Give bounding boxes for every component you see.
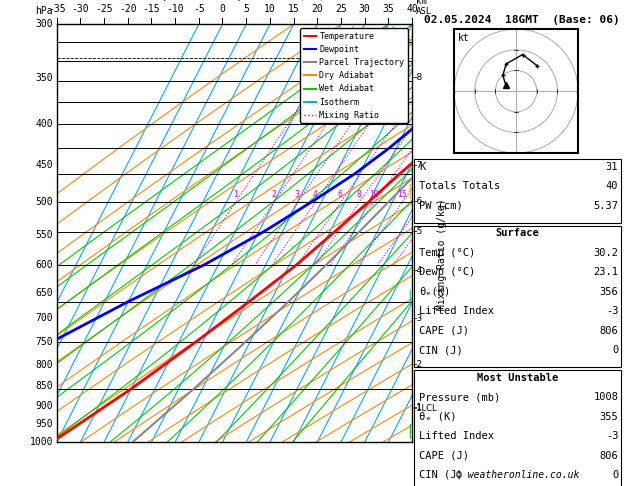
Text: 900: 900 — [35, 400, 53, 411]
Text: CIN (J): CIN (J) — [419, 470, 463, 480]
Text: 450: 450 — [35, 160, 53, 170]
Text: |: | — [408, 184, 412, 198]
Text: 0: 0 — [220, 4, 225, 14]
Text: 800: 800 — [35, 360, 53, 370]
Text: © weatheronline.co.uk: © weatheronline.co.uk — [456, 470, 579, 480]
Text: 4: 4 — [313, 190, 317, 199]
Text: |: | — [408, 424, 412, 438]
Text: -25: -25 — [95, 4, 113, 14]
Text: Mixing Ratio (g/kg): Mixing Ratio (g/kg) — [437, 198, 447, 310]
Text: CIN (J): CIN (J) — [419, 345, 463, 355]
Text: 10: 10 — [369, 190, 379, 199]
Text: 25: 25 — [335, 4, 347, 14]
Text: –7: –7 — [413, 160, 423, 170]
Text: 300: 300 — [35, 19, 53, 29]
Text: –1LCL: –1LCL — [413, 404, 437, 413]
Text: 30: 30 — [359, 4, 370, 14]
Text: 40: 40 — [606, 181, 618, 191]
Text: 0: 0 — [612, 345, 618, 355]
Text: 02.05.2024  18GMT  (Base: 06): 02.05.2024 18GMT (Base: 06) — [424, 15, 620, 25]
Text: 20: 20 — [311, 4, 323, 14]
Text: hPa: hPa — [35, 6, 53, 16]
Text: 30.2: 30.2 — [593, 248, 618, 258]
Text: 950: 950 — [35, 419, 53, 430]
Text: PW (cm): PW (cm) — [419, 201, 463, 211]
Text: Pressure (mb): Pressure (mb) — [419, 392, 500, 402]
Legend: Temperature, Dewpoint, Parcel Trajectory, Dry Adiabat, Wet Adiabat, Isotherm, Mi: Temperature, Dewpoint, Parcel Trajectory… — [300, 29, 408, 123]
Text: 355: 355 — [599, 412, 618, 422]
Text: –5: –5 — [413, 227, 423, 236]
Text: 15: 15 — [397, 190, 406, 199]
Text: -3: -3 — [606, 306, 618, 316]
Text: –2: –2 — [413, 360, 423, 369]
Text: -15: -15 — [143, 4, 160, 14]
Text: 31: 31 — [606, 162, 618, 172]
Text: CAPE (J): CAPE (J) — [419, 326, 469, 336]
Text: 1: 1 — [233, 190, 238, 199]
Text: -30: -30 — [72, 4, 89, 14]
Text: kt: kt — [458, 33, 470, 43]
Text: –8: –8 — [413, 73, 423, 82]
Text: 650: 650 — [35, 288, 53, 298]
Text: Lifted Index: Lifted Index — [419, 306, 494, 316]
Text: 500: 500 — [35, 197, 53, 207]
Text: Dewpoint / Temperature (°C): Dewpoint / Temperature (°C) — [143, 0, 325, 1]
Text: CAPE (J): CAPE (J) — [419, 451, 469, 461]
Text: -20: -20 — [119, 4, 136, 14]
Text: 5: 5 — [243, 4, 249, 14]
Text: θₑ(K): θₑ(K) — [419, 287, 450, 297]
Text: 700: 700 — [35, 313, 53, 324]
Text: K: K — [419, 162, 425, 172]
Text: 35: 35 — [382, 4, 394, 14]
Text: 5.37: 5.37 — [593, 201, 618, 211]
Text: 40: 40 — [406, 4, 418, 14]
Text: 350: 350 — [35, 73, 53, 83]
Text: 600: 600 — [35, 260, 53, 270]
Text: 550: 550 — [35, 230, 53, 240]
Text: -3: -3 — [606, 431, 618, 441]
Text: 1000: 1000 — [30, 437, 53, 447]
Text: Lifted Index: Lifted Index — [419, 431, 494, 441]
Text: 15: 15 — [287, 4, 299, 14]
Text: -5: -5 — [193, 4, 204, 14]
Text: 1008: 1008 — [593, 392, 618, 402]
Text: 356: 356 — [599, 287, 618, 297]
Text: –3: –3 — [413, 314, 423, 323]
Text: θₑ (K): θₑ (K) — [419, 412, 457, 422]
Text: 6: 6 — [338, 190, 343, 199]
Text: 0: 0 — [612, 470, 618, 480]
Text: Temp (°C): Temp (°C) — [419, 248, 475, 258]
Text: –6: –6 — [413, 197, 423, 206]
Text: 806: 806 — [599, 451, 618, 461]
Text: Dewp (°C): Dewp (°C) — [419, 267, 475, 278]
Text: Surface: Surface — [496, 228, 540, 239]
Text: –1: –1 — [413, 403, 423, 412]
Text: Most Unstable: Most Unstable — [477, 373, 559, 383]
Text: 850: 850 — [35, 381, 53, 391]
Text: |: | — [408, 289, 412, 304]
Text: –4: –4 — [413, 266, 423, 275]
Text: -35: -35 — [48, 4, 65, 14]
Text: 400: 400 — [35, 119, 53, 129]
Text: km
ASL: km ASL — [416, 0, 431, 16]
Text: 10: 10 — [264, 4, 276, 14]
Text: 750: 750 — [35, 337, 53, 347]
Text: 8: 8 — [357, 190, 361, 199]
Text: 2: 2 — [271, 190, 276, 199]
Text: 23.1: 23.1 — [593, 267, 618, 278]
Text: Totals Totals: Totals Totals — [419, 181, 500, 191]
Text: 806: 806 — [599, 326, 618, 336]
Text: 3: 3 — [295, 190, 300, 199]
Text: -10: -10 — [166, 4, 184, 14]
